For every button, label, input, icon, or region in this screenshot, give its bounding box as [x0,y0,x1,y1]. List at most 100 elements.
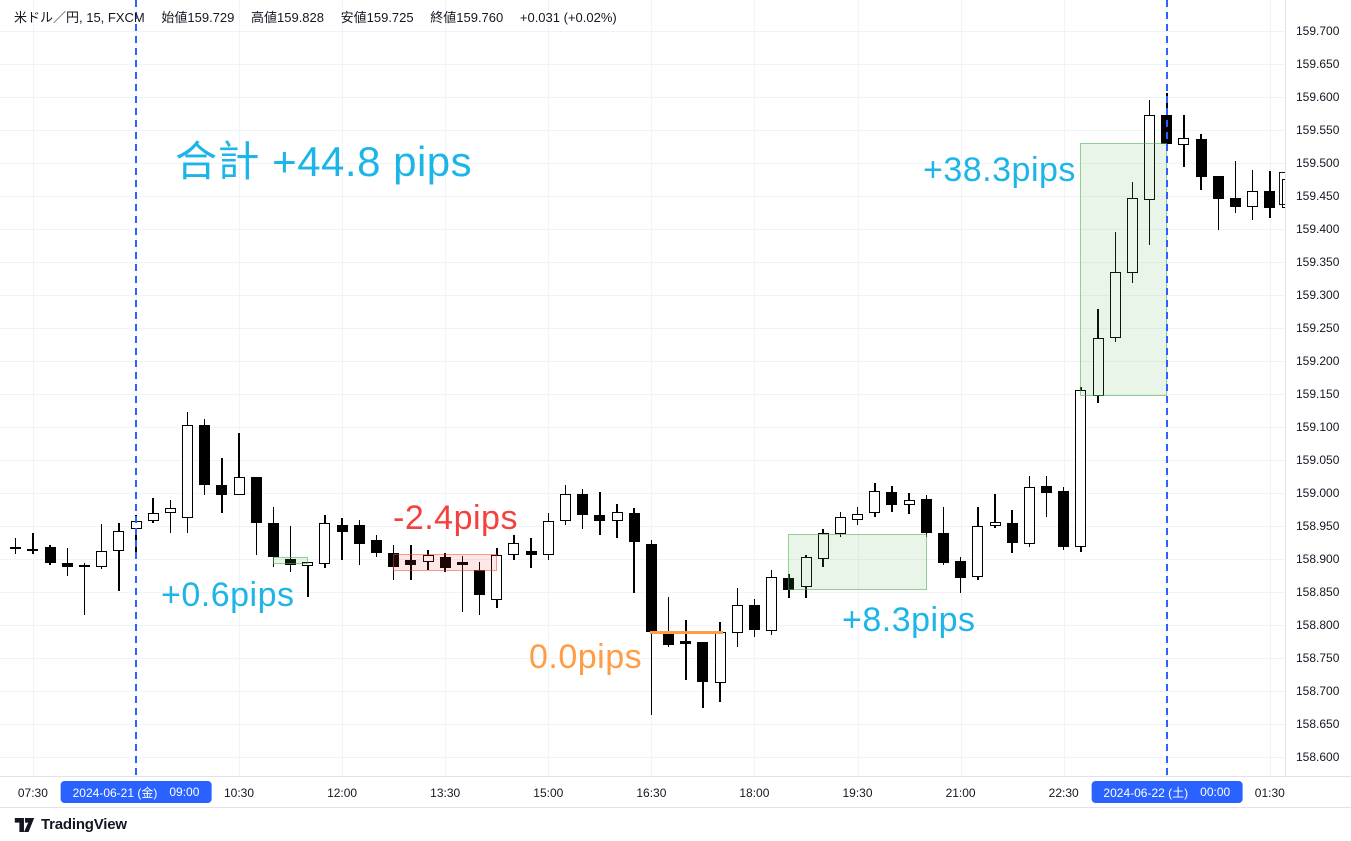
candle-body [27,549,39,552]
chart-pane[interactable]: 合計 +44.8 pips +0.6pips -2.4pips 0.0pips +8.3… [0,0,1285,776]
trade-zone-profit[interactable] [1080,143,1168,396]
tradingview-logo-icon [14,817,35,832]
candle-wick [685,619,687,680]
price-axis[interactable]: 159.700 159.650 159.600 159.550 159.500 159.4… [1285,0,1351,776]
candle-body [1264,190,1276,208]
price-label: 159.050 [1296,453,1340,467]
candle-body [1109,271,1121,338]
candle-body [336,525,348,532]
candle-wick [83,563,86,616]
candle-body [285,559,297,565]
candle-wick [633,508,635,594]
time-label: 21:00 [945,786,976,800]
date-badge: 2024-06-21 (金) 09:00 [60,781,212,803]
candle-body [1126,198,1138,274]
horizontal-gridline [0,757,1285,758]
candle-body [731,605,743,633]
badge-time: 00:00 [1200,785,1231,799]
candle-body [182,425,193,519]
tradingview-logo[interactable]: TradingView [14,816,127,833]
trade-zone-profit[interactable] [272,557,309,565]
horizontal-gridline [0,526,1285,527]
candle-wick [307,563,309,598]
horizontal-gridline [0,163,1285,164]
horizontal-gridline [0,625,1285,626]
candle-body [1023,487,1035,544]
candle-wick [289,526,292,573]
pips-annotation[interactable]: +0.6pips [161,576,295,614]
candle-body [989,522,1001,526]
price-label: 159.550 [1296,123,1340,137]
pips-annotation[interactable]: -2.4pips [393,499,518,537]
time-axis[interactable]: 07:30 2024-06-21 (金) 09:00 10:30 12:00 13:30 1… [0,776,1351,808]
time-label: 18:00 [739,786,770,800]
symbol-title[interactable]: 米ドル／円, 15, FXCM [14,10,145,25]
candle-body [663,634,674,645]
total-pips-annotation[interactable]: 合計 +44.8 pips [175,138,473,185]
time-label: 13:30 [430,786,461,800]
candle-wick [461,556,464,612]
candle-body [250,477,262,523]
legend-change: +0.031 (+0.02%) [519,10,617,25]
candle-body [319,522,331,564]
price-label: 158.650 [1296,717,1340,731]
candle-body [937,533,949,563]
candle-body [852,514,863,520]
breakeven-line[interactable] [650,630,724,634]
candle-body [44,547,56,563]
horizontal-gridline [0,724,1285,725]
vertical-gridline [32,0,34,776]
horizontal-gridline [0,592,1285,593]
price-label: 159.600 [1296,90,1340,104]
vertical-gridline [342,0,344,776]
candle-body [147,512,159,521]
candle-wick [1217,176,1219,231]
candle-body [164,508,176,513]
horizontal-gridline [0,493,1285,494]
candle-body [800,557,812,587]
candle-wick [994,493,996,528]
price-label: 158.850 [1296,585,1340,599]
candle-body [697,642,709,682]
candle-body [817,533,829,559]
pips-annotation[interactable]: +38.3pips [923,151,1076,189]
candle-wick [14,537,17,554]
candle-body [199,425,211,486]
legend-close: 終値159.760 [430,10,504,25]
price-label: 159.700 [1296,24,1340,38]
vertical-gridline [754,0,756,776]
time-label: 12:00 [327,786,358,800]
trade-zone-loss[interactable] [393,553,498,571]
badge-date: 2024-06-22 (土) [1103,785,1189,800]
candle-body [1281,178,1285,208]
legend-open: 始値159.729 [161,10,235,25]
candle-body [233,477,245,495]
pips-annotation[interactable]: 0.0pips [529,638,643,676]
price-label: 159.200 [1296,354,1340,368]
price-label: 159.500 [1296,156,1340,170]
candle-body [1144,114,1156,200]
candle-body [645,543,657,633]
time-label: 19:30 [842,786,873,800]
candle-body [748,605,760,631]
candle-body [577,494,589,516]
candle-body [611,512,623,521]
candle-body [1247,190,1259,208]
horizontal-gridline [0,31,1285,32]
candle-wick [599,491,601,536]
candle-body [1212,176,1224,200]
badge-date: 2024-06-21 (金) [72,785,158,800]
candle-body [216,485,228,495]
candle-wick [238,432,240,495]
vertical-gridline [239,0,240,776]
session-divider-line [1165,0,1168,776]
price-label: 158.700 [1296,684,1340,698]
horizontal-gridline [0,97,1285,98]
horizontal-gridline [0,328,1285,329]
trade-zone-profit[interactable] [788,533,927,590]
time-label: 07:30 [17,786,48,800]
pips-annotation[interactable]: +8.3pips [842,601,976,639]
horizontal-gridline [0,427,1285,428]
vertical-gridline [548,0,550,776]
candle-body [10,547,22,550]
